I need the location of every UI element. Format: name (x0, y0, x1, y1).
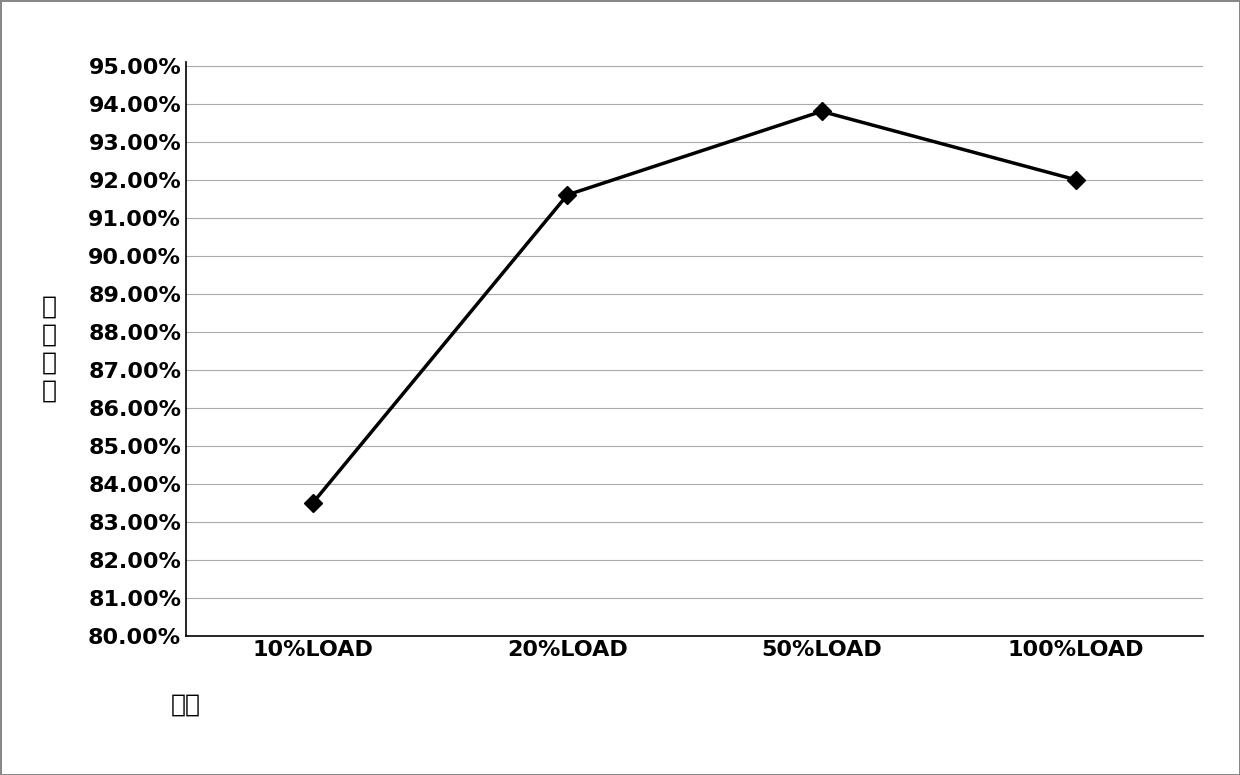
Text: 转
换
效
率: 转 换 效 率 (42, 295, 57, 402)
Text: 负载: 负载 (171, 693, 201, 717)
